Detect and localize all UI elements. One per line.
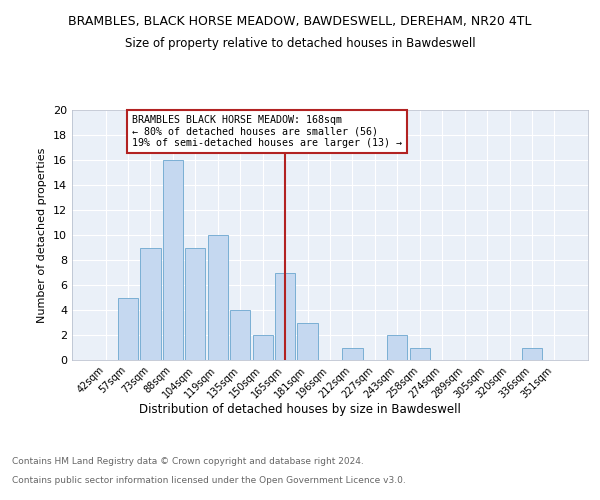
Bar [387,335,407,360]
Text: Contains public sector information licensed under the Open Government Licence v3: Contains public sector information licen… [12,476,406,485]
Bar [343,348,362,360]
Bar [163,160,183,360]
Y-axis label: Number of detached properties: Number of detached properties [37,148,47,322]
Bar [253,335,273,360]
Bar [298,322,317,360]
Bar [410,348,430,360]
Bar [185,248,205,360]
Bar [230,310,250,360]
Text: Distribution of detached houses by size in Bawdeswell: Distribution of detached houses by size … [139,402,461,415]
Bar [208,235,228,360]
Bar [522,348,542,360]
Bar [140,248,161,360]
Text: Contains HM Land Registry data © Crown copyright and database right 2024.: Contains HM Land Registry data © Crown c… [12,458,364,466]
Text: BRAMBLES, BLACK HORSE MEADOW, BAWDESWELL, DEREHAM, NR20 4TL: BRAMBLES, BLACK HORSE MEADOW, BAWDESWELL… [68,15,532,28]
Bar [275,272,295,360]
Bar [118,298,138,360]
Text: Size of property relative to detached houses in Bawdeswell: Size of property relative to detached ho… [125,38,475,51]
Text: BRAMBLES BLACK HORSE MEADOW: 168sqm
← 80% of detached houses are smaller (56)
19: BRAMBLES BLACK HORSE MEADOW: 168sqm ← 80… [133,115,403,148]
